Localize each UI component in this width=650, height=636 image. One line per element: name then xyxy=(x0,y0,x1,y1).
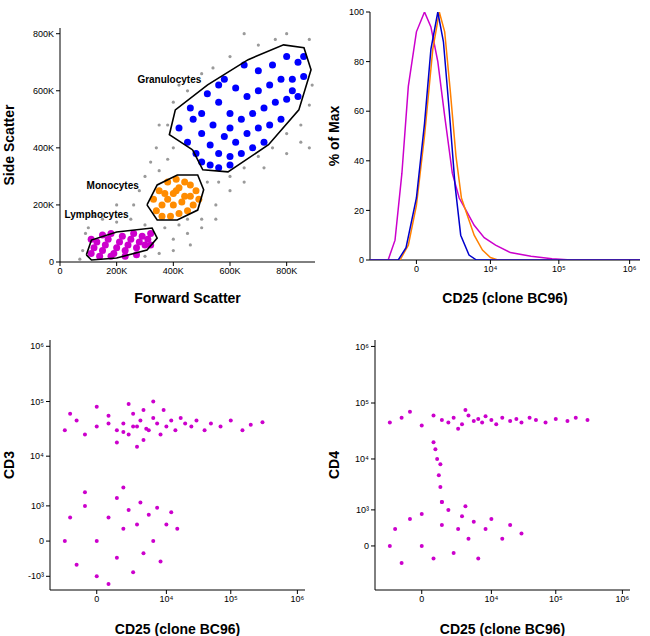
svg-text:CD25 (clone BC96): CD25 (clone BC96) xyxy=(115,621,240,636)
svg-text:200K: 200K xyxy=(106,266,127,276)
svg-text:10⁴: 10⁴ xyxy=(159,594,173,604)
svg-text:Lymphocytes: Lymphocytes xyxy=(65,209,130,220)
svg-text:10⁶: 10⁶ xyxy=(30,341,44,351)
svg-text:10⁵: 10⁵ xyxy=(552,264,566,274)
svg-text:0: 0 xyxy=(39,536,44,546)
svg-text:10⁶: 10⁶ xyxy=(623,264,637,274)
svg-text:60: 60 xyxy=(354,106,364,116)
svg-text:10³: 10³ xyxy=(31,501,44,511)
svg-text:0: 0 xyxy=(94,594,99,604)
svg-text:10⁴: 10⁴ xyxy=(483,264,497,274)
svg-text:100: 100 xyxy=(349,7,364,17)
svg-text:-10³: -10³ xyxy=(28,571,44,581)
svg-text:10⁴: 10⁴ xyxy=(355,454,369,464)
svg-text:CD25 (clone BC96): CD25 (clone BC96) xyxy=(442,290,567,305)
svg-text:Monocytes: Monocytes xyxy=(87,180,140,191)
svg-text:10⁶: 10⁶ xyxy=(355,342,369,352)
svg-text:% of Max: % of Max xyxy=(326,105,342,166)
svg-text:10⁴: 10⁴ xyxy=(484,594,498,604)
svg-text:200K: 200K xyxy=(33,200,54,210)
svg-text:400K: 400K xyxy=(163,266,184,276)
svg-text:800K: 800K xyxy=(276,266,297,276)
svg-text:Granulocytes: Granulocytes xyxy=(137,74,201,85)
svg-text:10⁵: 10⁵ xyxy=(549,594,563,604)
svg-text:400K: 400K xyxy=(33,143,54,153)
svg-text:10⁵: 10⁵ xyxy=(355,398,369,408)
svg-text:20: 20 xyxy=(354,206,364,216)
svg-text:Side Scatter: Side Scatter xyxy=(8,104,17,185)
svg-text:10⁶: 10⁶ xyxy=(616,594,630,604)
svg-text:0: 0 xyxy=(419,594,424,604)
svg-text:10⁶: 10⁶ xyxy=(291,594,305,604)
svg-text:0: 0 xyxy=(364,541,369,551)
svg-text:40: 40 xyxy=(354,156,364,166)
svg-text:80: 80 xyxy=(354,57,364,67)
svg-text:CD4: CD4 xyxy=(326,451,342,479)
svg-text:10⁴: 10⁴ xyxy=(30,451,44,461)
svg-text:600K: 600K xyxy=(33,86,54,96)
svg-text:CD3: CD3 xyxy=(8,451,17,479)
svg-text:10⁵: 10⁵ xyxy=(224,594,238,604)
svg-text:800K: 800K xyxy=(33,29,54,39)
svg-text:0: 0 xyxy=(359,255,364,265)
svg-text:0: 0 xyxy=(49,257,54,267)
svg-text:600K: 600K xyxy=(219,266,240,276)
svg-text:Forward Scatter: Forward Scatter xyxy=(134,290,241,305)
svg-text:0: 0 xyxy=(414,264,419,274)
svg-text:CD25 (clone BC96): CD25 (clone BC96) xyxy=(440,621,565,636)
svg-text:10³: 10³ xyxy=(356,505,369,515)
svg-text:0: 0 xyxy=(57,266,62,276)
svg-text:10⁵: 10⁵ xyxy=(30,397,44,407)
